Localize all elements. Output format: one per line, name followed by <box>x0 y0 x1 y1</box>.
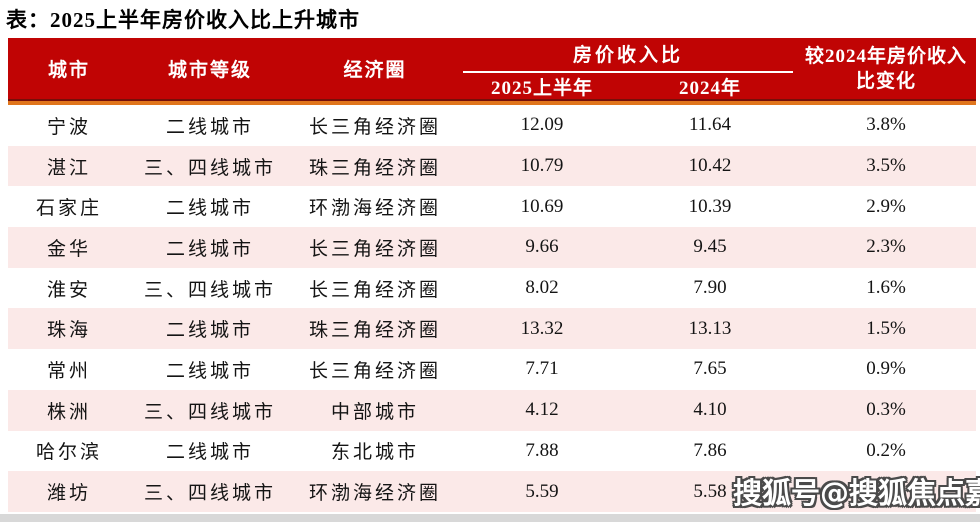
group-header-ratio: 房价收入比 <box>572 45 683 66</box>
cell-city: 常州 <box>46 360 91 382</box>
cell-ratio_2025h1: 10.79 <box>520 155 564 177</box>
watermark: 搜狐号@搜狐焦点嘉峪关站 <box>733 476 980 510</box>
group-subheaders: 2025上半年 2024年 <box>460 73 796 100</box>
table-row: 湛江 三、四线城市 珠三角经济圈 10.79 10.42 3.5% <box>8 145 976 187</box>
table-row: 金华 二线城市 长三角经济圈 9.66 9.45 2.3% <box>8 227 976 268</box>
cell-change: 3.5% <box>866 155 906 177</box>
cell-ratio_2024: 5.58 <box>693 480 727 502</box>
bottom-strip <box>0 514 980 522</box>
cell-circle: 东北城市 <box>330 442 419 464</box>
col-header-city: 城市 <box>47 60 90 81</box>
table-row: 珠海 二线城市 珠三角经济圈 13.32 13.13 1.5% <box>8 308 976 350</box>
cell-change: 3.8% <box>866 114 906 136</box>
col-header-2025h1: 2025上半年 <box>490 78 593 99</box>
cell-tier: 二线城市 <box>165 360 254 382</box>
table-row: 宁波 二线城市 长三角经济圈 12.09 11.64 3.8% <box>8 105 976 146</box>
cell-tier: 三、四线城市 <box>143 483 276 505</box>
cell-ratio_2024: 9.45 <box>693 236 727 258</box>
cell-tier: 三、四线城市 <box>143 401 276 423</box>
table-row: 哈尔滨 二线城市 东北城市 7.88 7.86 0.2% <box>8 430 976 472</box>
cell-ratio_2025h1: 9.66 <box>525 236 559 258</box>
cell-change: 1.6% <box>866 277 906 299</box>
cell-ratio_2025h1: 4.12 <box>525 399 559 421</box>
cell-change: 0.9% <box>866 358 906 380</box>
cell-circle: 长三角经济圈 <box>308 116 441 138</box>
cell-change: 2.9% <box>866 195 906 217</box>
cell-tier: 二线城市 <box>165 442 254 464</box>
cell-tier: 二线城市 <box>165 238 254 260</box>
table-row: 石家庄 二线城市 环渤海经济圈 10.69 10.39 2.9% <box>8 186 976 228</box>
cell-city: 珠海 <box>46 320 91 342</box>
cell-circle: 珠三角经济圈 <box>308 320 441 342</box>
table-header-row: 城市 城市等级 经济圈 房价收入比 2025上半年 2024年 较2024年房价… <box>8 38 976 101</box>
cell-city: 宁波 <box>46 116 91 138</box>
cell-ratio_2024: 4.10 <box>693 399 727 421</box>
cell-city: 石家庄 <box>35 198 102 220</box>
cell-city: 潍坊 <box>46 483 91 505</box>
group-underline <box>463 71 793 73</box>
cell-circle: 环渤海经济圈 <box>308 198 441 220</box>
cell-ratio_2024: 7.86 <box>693 439 727 461</box>
cell-circle: 长三角经济圈 <box>308 279 441 301</box>
cell-ratio_2024: 11.64 <box>688 114 732 136</box>
cell-ratio_2025h1: 7.71 <box>525 358 559 380</box>
cell-ratio_2024: 10.39 <box>688 195 732 217</box>
cell-city: 淮安 <box>46 279 91 301</box>
cell-ratio_2024: 13.13 <box>688 317 732 339</box>
cell-ratio_2025h1: 8.02 <box>525 277 559 299</box>
cell-change: 0.2% <box>866 439 906 461</box>
cell-tier: 三、四线城市 <box>143 279 276 301</box>
col-group-ratio: 房价收入比 2025上半年 2024年 <box>460 38 796 99</box>
cell-ratio_2024: 7.90 <box>693 277 727 299</box>
cell-city: 哈尔滨 <box>35 442 102 464</box>
table-row: 潍坊 三、四线城市 环渤海经济圈 5.59 5.58 0.2% <box>8 471 976 512</box>
figure-title: 表：2025上半年房价收入比上升城市 <box>6 8 360 32</box>
cell-circle: 环渤海经济圈 <box>308 483 441 505</box>
table-row: 常州 二线城市 长三角经济圈 7.71 7.65 0.9% <box>8 349 976 390</box>
cell-change: 0.3% <box>866 399 906 421</box>
cell-change: 1.5% <box>866 317 906 339</box>
cell-tier: 二线城市 <box>165 320 254 342</box>
table-row: 株洲 三、四线城市 中部城市 4.12 4.10 0.3% <box>8 389 976 431</box>
cell-circle: 中部城市 <box>330 401 419 423</box>
table-body: 宁波 二线城市 长三角经济圈 12.09 11.64 3.8% 湛江 三、四线城市 珠三角经济圈… <box>8 105 976 512</box>
cell-city: 株洲 <box>46 401 91 423</box>
price-income-table: 城市 城市等级 经济圈 房价收入比 2025上半年 2024年 较2024年房价… <box>8 38 976 512</box>
header-accent-divider <box>8 101 976 105</box>
cell-city: 湛江 <box>46 157 91 179</box>
cell-ratio_2024: 7.65 <box>693 358 727 380</box>
col-header-change: 较2024年房价收入比变化 <box>804 45 967 92</box>
col-header-tier: 城市等级 <box>167 60 252 81</box>
cell-ratio_2025h1: 10.69 <box>520 195 564 217</box>
cell-ratio_2025h1: 5.59 <box>525 480 559 502</box>
cell-circle: 长三角经济圈 <box>308 238 441 260</box>
col-header-circle: 经济圈 <box>343 60 407 81</box>
cell-circle: 长三角经济圈 <box>308 360 441 382</box>
cell-tier: 二线城市 <box>165 116 254 138</box>
cell-tier: 三、四线城市 <box>143 157 276 179</box>
cell-circle: 珠三角经济圈 <box>308 157 441 179</box>
cell-change: 0.2% <box>866 480 906 502</box>
cell-city: 金华 <box>46 238 91 260</box>
cell-ratio_2024: 10.42 <box>688 155 732 177</box>
cell-ratio_2025h1: 7.88 <box>525 439 559 461</box>
cell-ratio_2025h1: 13.32 <box>520 317 564 339</box>
table-row: 淮安 三、四线城市 长三角经济圈 8.02 7.90 1.6% <box>8 267 976 309</box>
cell-tier: 二线城市 <box>165 198 254 220</box>
col-header-2024: 2024年 <box>678 78 741 99</box>
cell-ratio_2025h1: 12.09 <box>520 114 564 136</box>
cell-change: 2.3% <box>866 236 906 258</box>
